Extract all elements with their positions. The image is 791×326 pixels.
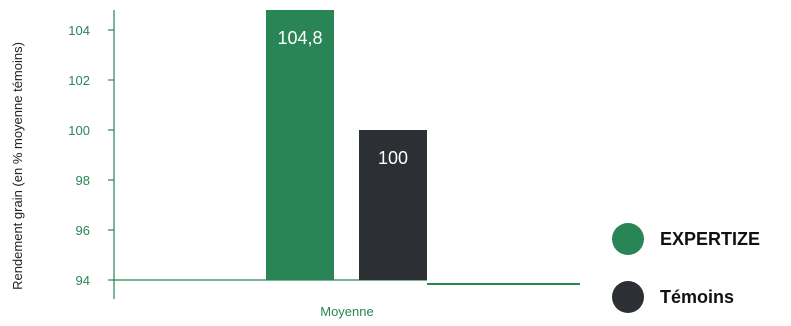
y-tick-label: 96 bbox=[76, 223, 90, 238]
y-tick-label: 100 bbox=[68, 123, 90, 138]
y-tick-label: 98 bbox=[76, 173, 90, 188]
legend-item-expertize: EXPERTIZE bbox=[612, 210, 787, 268]
y-tick-label: 102 bbox=[68, 73, 90, 88]
bar-value-label: 100 bbox=[378, 148, 408, 168]
y-axis-title: Rendement grain (en % moyenne témoins) bbox=[10, 42, 25, 290]
y-tick-label: 104 bbox=[68, 23, 90, 38]
legend-swatch-temoins bbox=[612, 281, 644, 313]
y-axis-ticks: 94 96 98 100 102 104 bbox=[68, 23, 114, 288]
legend-label-temoins: Témoins bbox=[660, 286, 735, 307]
legend-swatch-expertize bbox=[612, 223, 644, 255]
bar-temoins bbox=[359, 130, 427, 280]
bar-value-label: 104,8 bbox=[277, 28, 322, 48]
bars-group: 104,8 100 bbox=[266, 10, 427, 280]
legend-item-temoins: Témoins bbox=[612, 268, 787, 326]
x-category-label: Moyenne bbox=[320, 304, 373, 319]
y-tick-label: 94 bbox=[76, 273, 90, 288]
bar-expertize bbox=[266, 10, 334, 280]
legend: EXPERTIZE Témoins bbox=[612, 210, 787, 326]
legend-label-expertize: EXPERTIZE bbox=[660, 228, 761, 249]
